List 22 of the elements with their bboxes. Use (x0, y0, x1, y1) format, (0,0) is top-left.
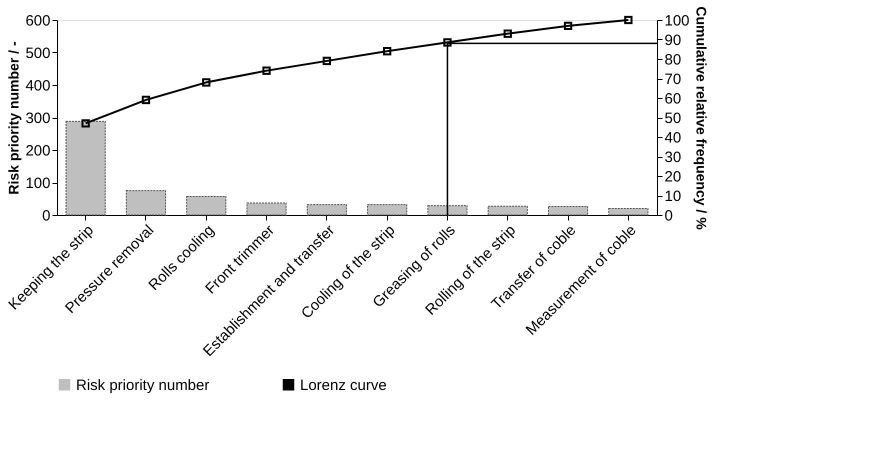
y-tick-label: 600 (25, 12, 50, 30)
y2-tick-label: 50 (664, 110, 682, 127)
y-tick-label: 400 (25, 78, 50, 94)
y-tick-label: 300 (25, 110, 50, 127)
y-tick-label: 100 (25, 175, 50, 192)
y-tick-label: 0 (42, 208, 50, 224)
y-axis-title: Risk priority number / - (5, 41, 22, 195)
y2-tick-label: 60 (664, 90, 682, 108)
y2-tick-label: 30 (664, 149, 682, 166)
y2-axis-title: Cumulative relative frequency / % (694, 6, 710, 230)
y-tick-label: 500 (25, 45, 50, 62)
y2-tick-label: 40 (664, 130, 682, 146)
y2-tick-label: 20 (664, 168, 682, 186)
y2-tick-label: 10 (664, 188, 682, 205)
y2-tick-label: 80 (664, 52, 682, 68)
y2-tick-label: 0 (664, 208, 673, 224)
y2-tick-label: 100 (664, 12, 690, 30)
legend-label: Risk priority number (76, 376, 210, 394)
y-tick-label: 200 (25, 142, 50, 160)
y2-tick-label: 90 (664, 32, 682, 49)
y2-tick-label: 70 (664, 71, 682, 88)
legend-label: Lorenz curve (300, 376, 387, 394)
